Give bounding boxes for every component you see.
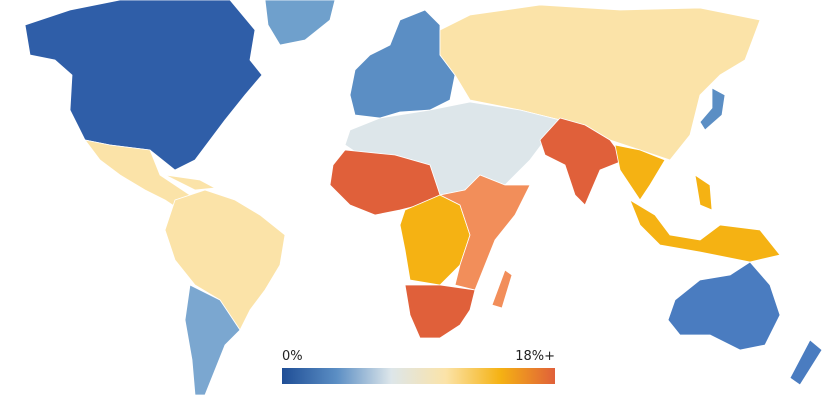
west-africa (329, 149, 441, 216)
legend-max-label: 18%+ (515, 349, 555, 364)
east-africa (439, 174, 531, 291)
south-america-south (184, 284, 241, 396)
australia (667, 261, 781, 351)
new-zealand (789, 339, 823, 386)
madagascar (491, 269, 513, 309)
south-america-north (164, 189, 286, 331)
europe (349, 9, 456, 119)
legend-min-label: 0% (282, 349, 303, 364)
southern-africa (404, 284, 476, 339)
greenland (264, 0, 336, 46)
legend-gradient (282, 368, 555, 384)
southeast-asia (614, 144, 666, 201)
russia-asia (439, 4, 761, 161)
south-asia (539, 117, 626, 206)
indonesia (629, 199, 781, 263)
philippines (694, 174, 713, 211)
caribbean (164, 174, 216, 191)
north-america (24, 0, 263, 171)
japan (699, 87, 726, 131)
